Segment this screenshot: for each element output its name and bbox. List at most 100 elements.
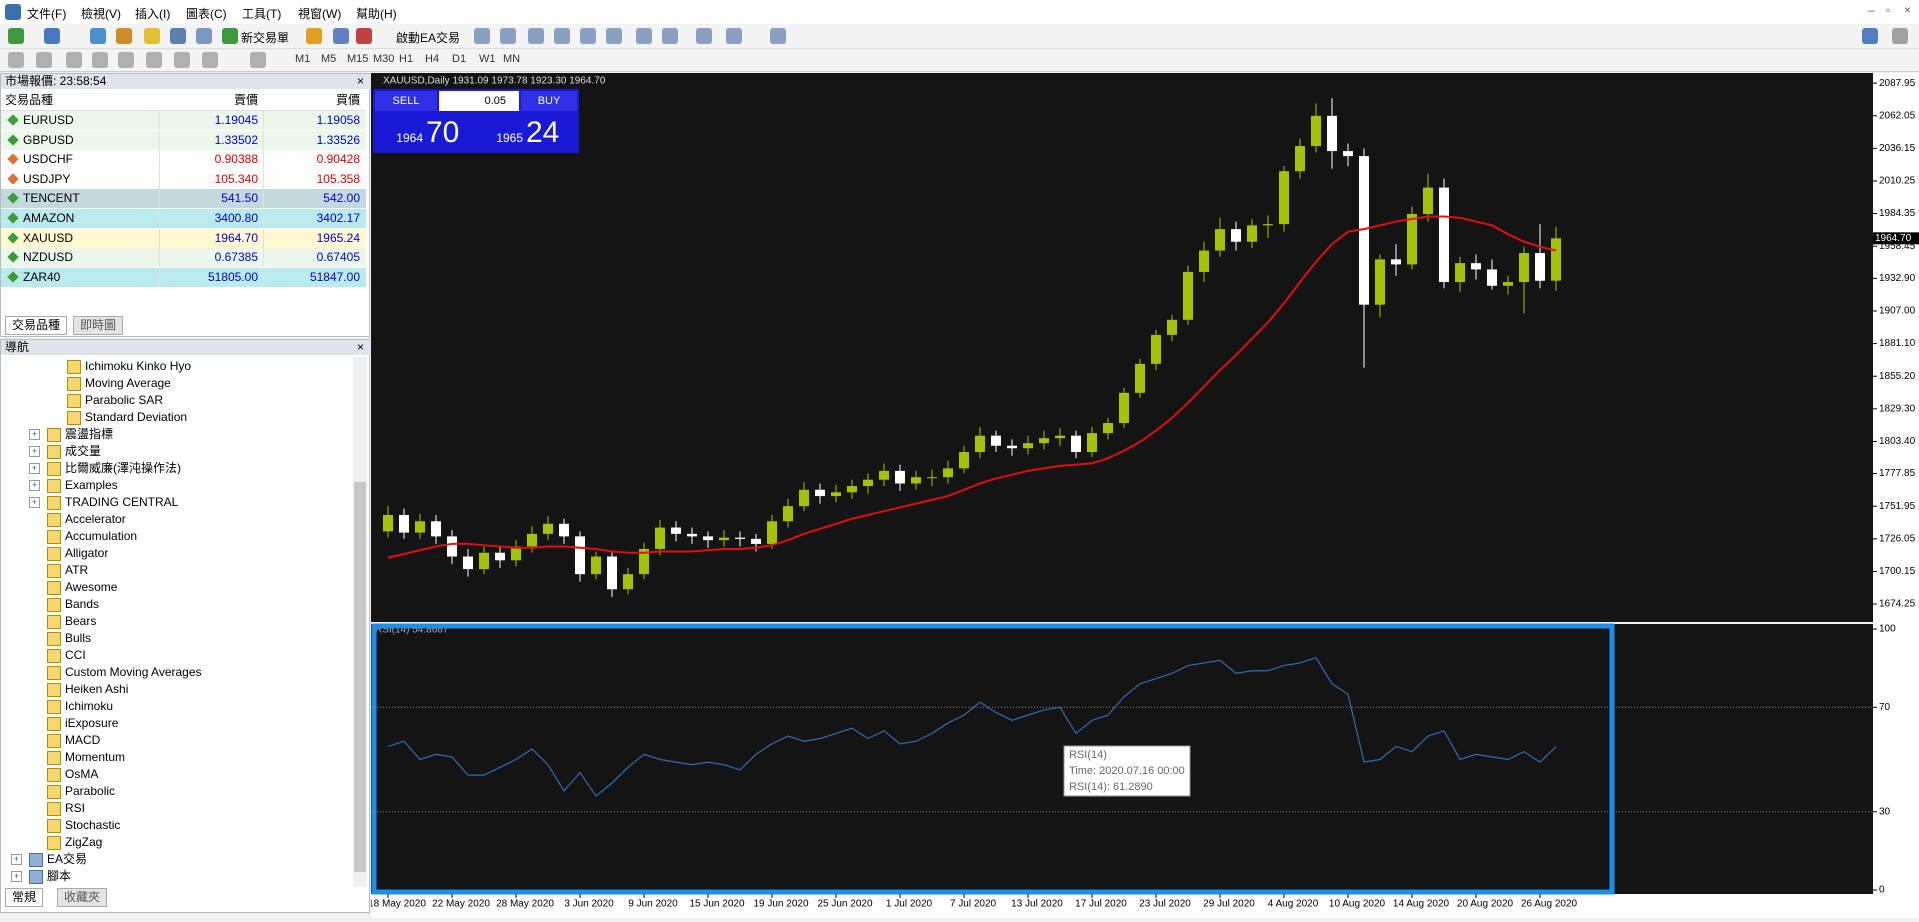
nav-item[interactable]: Examples bbox=[65, 478, 118, 492]
menu-item[interactable]: 插入(I) bbox=[135, 7, 171, 21]
nav-item[interactable]: Stochastic bbox=[65, 818, 121, 832]
expander[interactable]: + bbox=[29, 497, 40, 508]
nav-item[interactable]: RSI bbox=[65, 801, 86, 815]
nav-item[interactable]: Heiken Ashi bbox=[65, 682, 129, 696]
symbol-row[interactable]: NZDUSD 0.67385 0.67405 bbox=[1, 248, 366, 268]
nav-item[interactable]: 震盪指標 bbox=[65, 427, 114, 441]
symbol-row[interactable]: XAUUSD 1964.70 1965.24 bbox=[1, 228, 366, 248]
expander[interactable]: + bbox=[29, 480, 40, 491]
chat-button[interactable] bbox=[1892, 28, 1908, 44]
toolbar-button[interactable] bbox=[222, 28, 238, 44]
toolbar-button[interactable] bbox=[90, 28, 106, 44]
scrollbar[interactable] bbox=[353, 357, 367, 887]
nav-item[interactable]: Custom Moving Averages bbox=[65, 665, 202, 679]
menu-item[interactable]: 工具(T) bbox=[242, 7, 282, 21]
timeframe-button[interactable]: W1 bbox=[479, 53, 496, 65]
expander[interactable]: + bbox=[29, 446, 40, 457]
lot-input[interactable] bbox=[439, 91, 519, 111]
toolbar-button[interactable] bbox=[662, 28, 678, 44]
timeframe-button[interactable]: M15 bbox=[347, 53, 369, 65]
nav-item[interactable]: Ichimoku Kinko Hyo bbox=[85, 359, 192, 373]
nav-item[interactable]: TRADING CENTRAL bbox=[65, 495, 179, 509]
column-header[interactable]: 交易品種 bbox=[5, 93, 54, 107]
nav-item[interactable]: EA交易 bbox=[47, 852, 88, 866]
toolbar-button[interactable] bbox=[528, 28, 544, 44]
toolbar-button[interactable] bbox=[116, 28, 132, 44]
nav-item[interactable]: Parabolic SAR bbox=[85, 393, 164, 407]
nav-item[interactable]: ATR bbox=[65, 563, 89, 577]
drawing-tool[interactable] bbox=[202, 52, 218, 68]
toolbar-button[interactable] bbox=[44, 28, 60, 44]
close-button[interactable]: × bbox=[357, 74, 365, 88]
symbol-row[interactable]: GBPUSD 1.33502 1.33526 bbox=[1, 130, 366, 150]
nav-item[interactable]: Alligator bbox=[65, 546, 109, 560]
menu-item[interactable]: 幫助(H) bbox=[356, 7, 397, 21]
nav-item[interactable]: ZigZag bbox=[65, 835, 103, 849]
toolbar-button[interactable] bbox=[196, 28, 212, 44]
menu-item[interactable]: 文件(F) bbox=[27, 7, 67, 21]
nav-item[interactable]: Bulls bbox=[65, 631, 92, 645]
symbol-row[interactable]: USDJPY 105.340 105.358 bbox=[1, 169, 366, 189]
buy-button[interactable] bbox=[521, 91, 577, 111]
drawing-tool[interactable] bbox=[250, 52, 266, 68]
drawing-tool[interactable] bbox=[146, 52, 162, 68]
nav-item[interactable]: 比爾威廉(澤沌操作法) bbox=[65, 461, 181, 475]
toolbar-button[interactable] bbox=[726, 28, 742, 44]
nav-item[interactable]: Bears bbox=[65, 614, 97, 628]
toolbar-button[interactable] bbox=[8, 28, 24, 44]
nav-item[interactable]: Awesome bbox=[65, 580, 118, 594]
nav-item[interactable]: Accelerator bbox=[65, 512, 126, 526]
timeframe-button[interactable]: MN bbox=[503, 53, 521, 65]
menu-item[interactable]: 圖表(C) bbox=[186, 7, 227, 21]
drawing-tool[interactable] bbox=[8, 52, 24, 68]
tab[interactable]: 收藏夾 bbox=[57, 888, 108, 907]
toolbar-button[interactable] bbox=[333, 28, 349, 44]
new-order-button[interactable]: 新交易單 bbox=[241, 31, 290, 45]
drawing-tool[interactable] bbox=[174, 52, 190, 68]
ea-button[interactable]: 啟動EA交易 bbox=[396, 31, 461, 45]
toolbar-button[interactable] bbox=[170, 28, 186, 44]
toolbar-button[interactable] bbox=[636, 28, 652, 44]
tab[interactable]: 即時圖 bbox=[73, 316, 124, 335]
timeframe-button[interactable]: H4 bbox=[425, 53, 440, 65]
window-control[interactable]: × bbox=[1904, 3, 1912, 17]
symbol-row[interactable]: USDCHF 0.90388 0.90428 bbox=[1, 150, 366, 170]
nav-item[interactable]: iExposure bbox=[65, 716, 119, 730]
menu-item[interactable]: 檢視(V) bbox=[81, 7, 121, 21]
toolbar-button[interactable] bbox=[606, 28, 622, 44]
menu-item[interactable]: 視窗(W) bbox=[298, 7, 342, 21]
nav-item[interactable]: OsMA bbox=[65, 767, 99, 781]
symbol-row[interactable]: ZAR40 51805.00 51847.00 bbox=[1, 267, 366, 287]
toolbar-button[interactable] bbox=[696, 28, 712, 44]
toolbar-button[interactable] bbox=[770, 28, 786, 44]
timeframe-button[interactable]: M1 bbox=[295, 53, 311, 65]
toolbar-button[interactable] bbox=[554, 28, 570, 44]
timeframe-button[interactable]: D1 bbox=[452, 53, 467, 65]
nav-item[interactable]: Accumulation bbox=[65, 529, 138, 543]
expander[interactable]: + bbox=[11, 854, 22, 865]
expander[interactable]: + bbox=[11, 871, 22, 882]
sell-button[interactable] bbox=[375, 91, 437, 111]
timeframe-button[interactable]: M30 bbox=[373, 53, 395, 65]
symbol-row[interactable]: AMAZON 3400.80 3402.17 bbox=[1, 209, 366, 228]
nav-item[interactable]: MACD bbox=[65, 733, 101, 747]
close-button[interactable]: × bbox=[357, 340, 365, 354]
symbol-row[interactable]: EURUSD 1.19045 1.19058 bbox=[1, 111, 366, 130]
column-header[interactable]: 買價 bbox=[335, 93, 360, 107]
toolbar-button[interactable] bbox=[306, 28, 322, 44]
toolbar-button[interactable] bbox=[500, 28, 516, 44]
nav-item[interactable]: Bands bbox=[65, 597, 100, 611]
timeframe-button[interactable]: H1 bbox=[399, 53, 414, 65]
symbol-row[interactable]: TENCENT 541.50 542.00 bbox=[1, 189, 366, 209]
nav-item[interactable]: 成交量 bbox=[65, 444, 102, 458]
toolbar-button[interactable] bbox=[580, 28, 596, 44]
toolbar-button[interactable] bbox=[144, 28, 160, 44]
nav-item[interactable]: Ichimoku bbox=[65, 699, 114, 713]
window-control[interactable]: – bbox=[1868, 3, 1875, 17]
tab[interactable]: 常規 bbox=[5, 888, 44, 907]
column-header[interactable]: 賣價 bbox=[233, 93, 258, 107]
search-button[interactable] bbox=[1862, 28, 1878, 44]
drawing-tool[interactable] bbox=[36, 52, 52, 68]
tab[interactable]: 交易品種 bbox=[5, 316, 68, 335]
timeframe-button[interactable]: M5 bbox=[321, 53, 337, 65]
